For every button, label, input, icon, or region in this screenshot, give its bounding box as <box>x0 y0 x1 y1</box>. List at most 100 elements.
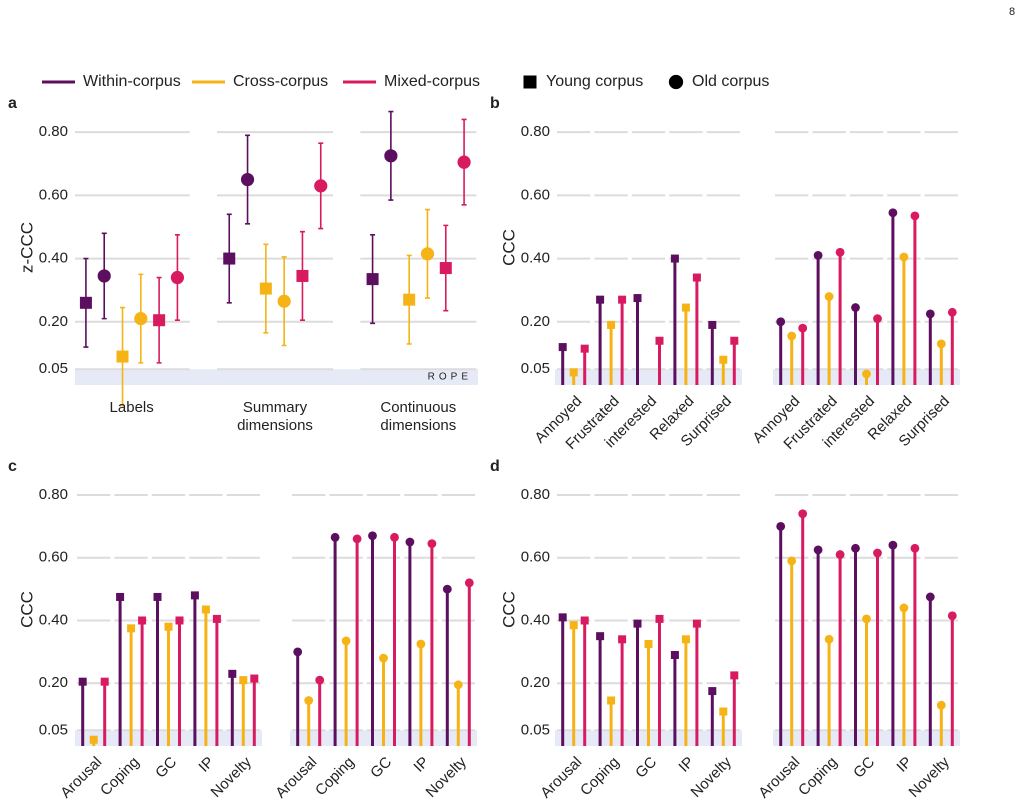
y-tick-label: 0.20 <box>39 313 68 330</box>
lollipop-head <box>824 634 834 644</box>
y-tick-label: 0.40 <box>521 250 550 267</box>
lollipop-head <box>250 674 259 683</box>
lollipop-head <box>813 251 823 260</box>
lollipop-head <box>670 254 679 263</box>
y-tick-label: 0.20 <box>39 674 68 691</box>
lollipop-head <box>453 680 463 690</box>
lollipop-head <box>899 603 909 613</box>
point <box>153 314 166 327</box>
lollipop-head <box>442 584 452 594</box>
lollipop-head <box>873 548 882 558</box>
lollipop-head <box>100 677 109 686</box>
lollipop-head <box>670 651 679 659</box>
point <box>170 270 185 285</box>
lollipop-head <box>580 616 589 625</box>
lollipop-head <box>936 700 946 710</box>
lollipop-head <box>873 314 882 324</box>
y-tick-label: 0.20 <box>521 313 550 330</box>
panel-label: a <box>8 95 17 112</box>
x-tick-label: Continuous dimensions <box>380 399 457 434</box>
lollipop-head <box>787 556 797 566</box>
lollipop-head <box>405 537 415 547</box>
lollipop-head <box>925 592 935 602</box>
lollipop-head <box>862 614 871 624</box>
lollipop-head <box>330 532 340 542</box>
lollipop-head <box>212 614 221 623</box>
lollipop-head <box>899 252 909 262</box>
x-tick-label: GC <box>152 753 180 781</box>
lollipop-head <box>910 543 920 553</box>
y-tick-label: 0.60 <box>521 549 550 566</box>
point <box>457 155 471 169</box>
y-tick-label: 0.20 <box>521 674 550 691</box>
x-tick-label: Coping <box>577 754 623 800</box>
lollipop-head <box>607 320 616 329</box>
lollipop-head <box>315 675 325 685</box>
lollipop-head <box>116 592 125 601</box>
y-axis-label: CCC <box>499 591 518 628</box>
legend-marker <box>668 74 684 90</box>
lollipop-head <box>813 545 823 555</box>
legend-label: Old corpus <box>692 73 769 90</box>
y-axis-label: z-CCC <box>17 222 36 273</box>
lollipop-head <box>862 369 871 379</box>
y-tick-label: 0.40 <box>39 250 68 267</box>
y-tick-label: 0.80 <box>39 123 68 140</box>
y-tick-label: 0.05 <box>521 360 550 377</box>
y-tick-label: 0.05 <box>521 721 550 738</box>
point <box>79 296 92 309</box>
lollipop-head <box>947 307 957 317</box>
point <box>277 294 291 308</box>
lollipop-head <box>798 323 808 333</box>
x-tick-label: Novelty <box>208 753 256 801</box>
lollipop-head <box>776 521 786 531</box>
lollipop-head <box>596 295 605 304</box>
lollipop-head <box>681 635 690 644</box>
lollipop-head <box>824 292 834 301</box>
legend-label: Mixed-corpus <box>384 73 480 90</box>
point <box>116 350 129 363</box>
lollipop-head <box>190 591 199 600</box>
rope-band <box>555 369 742 385</box>
panel-label: c <box>8 458 17 475</box>
lollipop-head <box>644 640 653 649</box>
lollipop-head <box>352 534 362 544</box>
point <box>384 149 398 163</box>
point <box>403 293 416 306</box>
lollipop-head <box>719 707 728 716</box>
x-tick-label: GC <box>367 753 395 781</box>
lollipop-head <box>341 636 351 646</box>
lollipop-head <box>416 639 426 649</box>
y-tick-label: 0.80 <box>521 486 550 503</box>
lollipop-head <box>558 343 567 352</box>
point <box>420 247 435 261</box>
lollipop-head <box>228 669 237 678</box>
x-tick-label: IP <box>410 754 432 776</box>
point <box>296 269 309 282</box>
y-axis-label: CCC <box>17 591 36 628</box>
lollipop-head <box>569 621 578 630</box>
x-tick-label: GC <box>850 753 878 781</box>
lollipop-head <box>379 653 388 663</box>
lollipop-head <box>925 309 935 319</box>
point <box>240 172 255 187</box>
x-tick-label: IP <box>675 754 697 776</box>
lollipop-head <box>947 611 957 621</box>
y-tick-label: 0.80 <box>39 486 68 503</box>
x-tick-label: Coping <box>97 754 143 800</box>
point <box>259 282 272 295</box>
lollipop-head <box>569 368 578 377</box>
x-tick-label: IP <box>195 754 217 776</box>
lollipop-head <box>138 616 147 625</box>
y-tick-label: 0.40 <box>521 611 550 628</box>
y-axis-label: CCC <box>499 229 518 266</box>
lollipop-head <box>681 303 690 312</box>
lollipop-head <box>633 619 642 628</box>
lollipop-head <box>78 677 87 686</box>
lollipop-head <box>655 336 664 345</box>
y-tick-label: 0.80 <box>521 123 550 140</box>
lollipop-head <box>730 671 739 680</box>
lollipop-head <box>293 647 303 657</box>
legend-label: Young corpus <box>546 73 643 90</box>
